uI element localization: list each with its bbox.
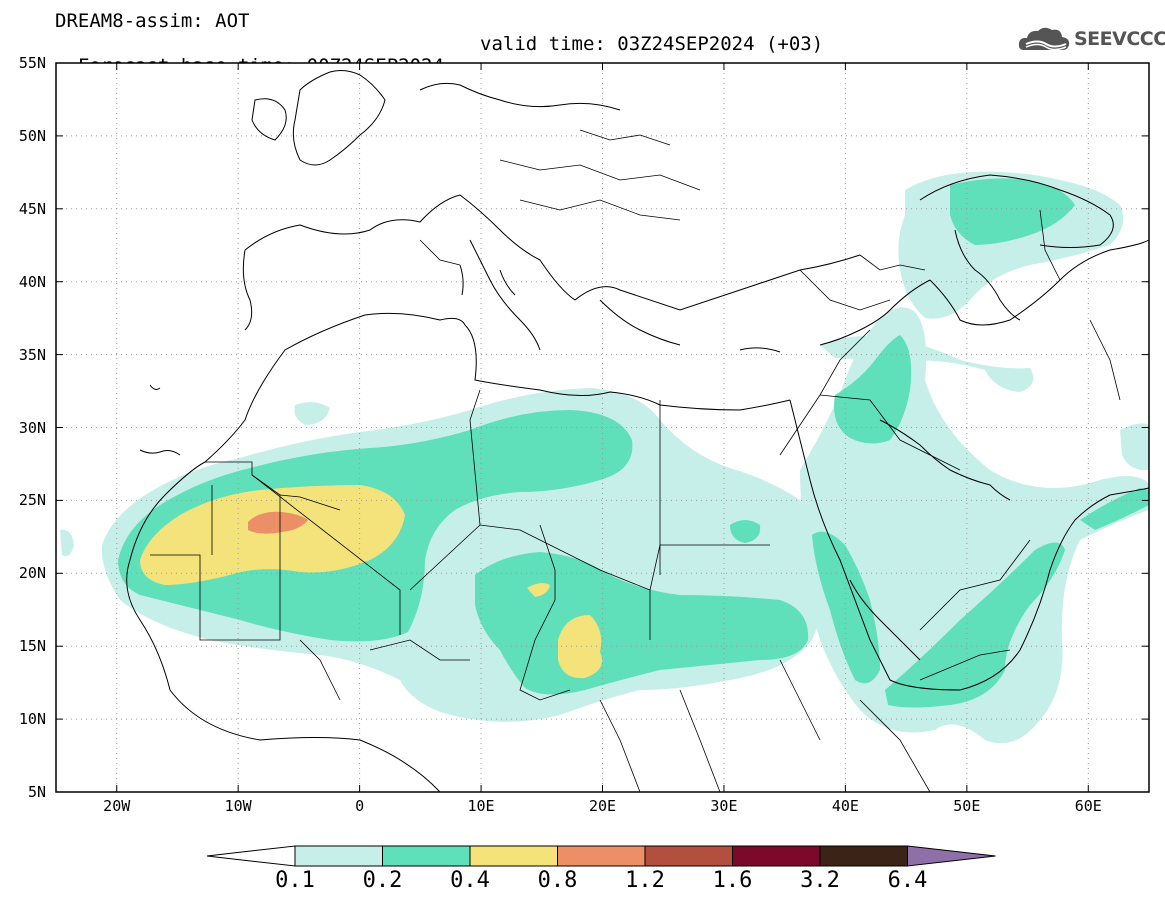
longitude-label: 40E bbox=[831, 797, 859, 815]
latitude-label: 20N bbox=[18, 564, 46, 583]
latitude-label: 45N bbox=[18, 199, 46, 218]
axis-ticks bbox=[56, 62, 1149, 793]
longitude-label: 30E bbox=[710, 797, 738, 815]
cloud-icon bbox=[1018, 27, 1070, 51]
longitude-label: 10W bbox=[224, 797, 252, 815]
colorbar-label: 0.4 bbox=[450, 868, 490, 893]
map-title: DREAM8-assim: AOT bbox=[55, 10, 250, 32]
colorbar-swatch bbox=[294, 845, 383, 867]
colorbar-label: 1.6 bbox=[712, 868, 753, 893]
longitude-label: 20E bbox=[588, 797, 617, 815]
longitude-label: 60E bbox=[1074, 797, 1102, 815]
colorbar-arrow-high bbox=[907, 845, 996, 867]
aot-level-0.2 bbox=[950, 178, 1075, 245]
colorbar-label: 1.2 bbox=[625, 868, 665, 893]
latitude-label: 30N bbox=[18, 418, 46, 437]
latitude-label: 55N bbox=[18, 54, 46, 72]
latitude-label: 50N bbox=[18, 126, 46, 145]
aot-level-0.1 bbox=[820, 336, 1034, 392]
aot-level-0.1 bbox=[60, 529, 74, 557]
aot-level-0.2 bbox=[885, 542, 1065, 708]
longitude-label: 20W bbox=[103, 797, 131, 815]
colorbar-swatch bbox=[382, 845, 471, 867]
aot-level-0.1 bbox=[294, 402, 330, 425]
colorbar-label: 3.2 bbox=[800, 868, 840, 893]
longitude-label: 50E bbox=[953, 797, 981, 815]
aot-level-0.2 bbox=[812, 531, 880, 684]
aot-level-0.4 bbox=[558, 615, 603, 679]
coastlines bbox=[126, 70, 1150, 793]
valid-time: valid time: 03Z24SEP2024 (+03) bbox=[480, 33, 824, 55]
aot-level-0.1 bbox=[1120, 423, 1149, 471]
aot-field bbox=[60, 171, 1149, 744]
latitude-label: 15N bbox=[18, 637, 46, 656]
colorbar-label: 0.1 bbox=[275, 868, 315, 893]
longitude-label: 10E bbox=[467, 797, 495, 815]
colorbar-label: 6.4 bbox=[887, 868, 928, 893]
colorbar-swatch bbox=[732, 845, 821, 867]
colorbar-swatch bbox=[644, 845, 733, 867]
country-borders bbox=[150, 129, 1121, 793]
colorbar-label: 0.2 bbox=[362, 868, 403, 893]
latitude-label: 5N bbox=[27, 783, 46, 801]
colorbar-swatch bbox=[819, 845, 908, 867]
aot-level-0.2 bbox=[1080, 488, 1149, 530]
seevccc-logo: SEEVCCC bbox=[1016, 22, 1165, 58]
colorbar-arrow-low bbox=[206, 845, 296, 867]
colorbar-swatch bbox=[557, 845, 646, 867]
graticule bbox=[56, 63, 1149, 792]
latitude-label: 10N bbox=[18, 710, 46, 729]
aot-level-0.8 bbox=[248, 511, 308, 534]
latitude-label: 40N bbox=[18, 272, 46, 291]
aot-level-0.2 bbox=[834, 335, 912, 444]
colorbar-label: 0.8 bbox=[537, 868, 578, 893]
longitude-label: 0 bbox=[355, 797, 365, 815]
aot-level-0.4 bbox=[527, 583, 550, 597]
colorbar bbox=[206, 845, 996, 867]
latitude-label: 25N bbox=[18, 491, 46, 510]
latitude-label: 35N bbox=[18, 345, 46, 364]
logo-text: SEEVCCC bbox=[1074, 28, 1165, 50]
aot-level-0.2 bbox=[730, 520, 761, 543]
colorbar-swatch bbox=[469, 845, 558, 867]
